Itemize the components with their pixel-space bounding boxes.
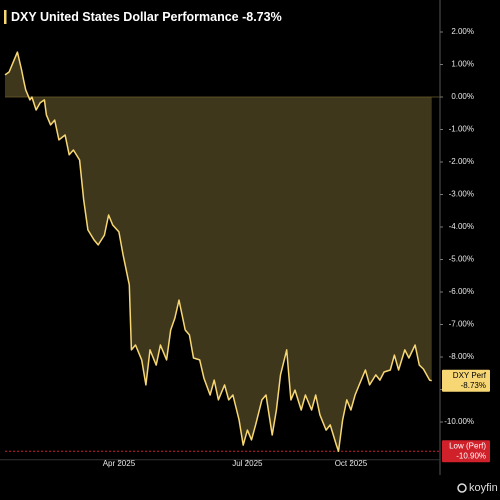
y-tick-label: -7.00%: [449, 320, 474, 329]
x-tick-label: Jul 2025: [232, 459, 263, 468]
y-tick-label: -2.00%: [449, 157, 474, 166]
x-tick-label: Oct 2025: [335, 459, 368, 468]
y-tick-label: -8.00%: [449, 352, 474, 361]
y-tick-label: -5.00%: [449, 255, 474, 264]
y-tick-label: -3.00%: [449, 190, 474, 199]
title-marker: [4, 10, 7, 24]
y-tick-label: 1.00%: [451, 60, 474, 69]
chart-title: DXY United States Dollar Performance -8.…: [11, 10, 282, 24]
series-line: [4, 51, 432, 453]
y-tick-label: -10.00%: [444, 417, 474, 426]
y-tick-label: -1.00%: [449, 125, 474, 134]
y-tick-label: -4.00%: [449, 222, 474, 231]
x-tick-label: Apr 2025: [103, 459, 136, 468]
brand-icon: [457, 483, 467, 493]
y-tick-label: 0.00%: [451, 92, 474, 101]
brand: koyfin: [469, 482, 498, 494]
low-tag-box: [442, 440, 490, 463]
last-tag-name: DXY Perf: [453, 371, 487, 380]
low-tag-value: -10.90%: [456, 451, 486, 460]
area-fill: [5, 52, 432, 452]
last-tag-box: [442, 369, 490, 392]
low-tag-name: Low (Perf): [449, 441, 486, 450]
y-tick-label: 2.00%: [451, 27, 474, 36]
last-tag-value: -8.73%: [461, 381, 486, 390]
y-tick-label: -6.00%: [449, 287, 474, 296]
